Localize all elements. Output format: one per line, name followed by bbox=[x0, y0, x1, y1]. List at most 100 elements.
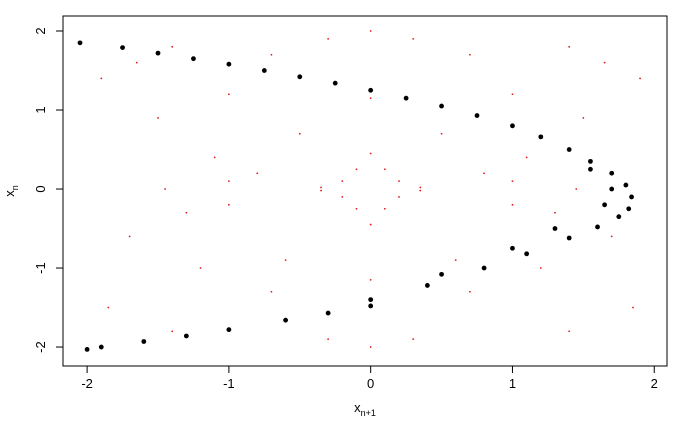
point bbox=[84, 347, 90, 352]
point bbox=[603, 61, 606, 64]
point bbox=[327, 338, 330, 341]
point bbox=[510, 123, 515, 129]
point bbox=[164, 188, 166, 190]
point bbox=[157, 117, 159, 119]
point bbox=[632, 306, 634, 309]
point bbox=[609, 170, 615, 176]
point bbox=[171, 45, 174, 48]
point bbox=[626, 206, 632, 212]
point bbox=[566, 147, 572, 152]
point bbox=[524, 251, 530, 257]
point bbox=[325, 310, 331, 316]
point bbox=[284, 259, 287, 262]
point bbox=[639, 77, 641, 80]
point bbox=[403, 95, 409, 101]
y-tick-label: 2 bbox=[33, 27, 48, 34]
x-tick-label: -2 bbox=[81, 376, 93, 391]
point bbox=[141, 339, 147, 344]
point bbox=[369, 346, 372, 348]
point bbox=[100, 77, 103, 80]
point bbox=[511, 93, 514, 96]
point bbox=[483, 172, 485, 175]
point bbox=[341, 196, 344, 198]
point bbox=[355, 168, 358, 171]
point bbox=[383, 168, 386, 171]
point bbox=[128, 235, 131, 238]
point bbox=[368, 297, 374, 303]
point bbox=[341, 180, 344, 183]
point bbox=[355, 207, 358, 210]
point bbox=[525, 156, 528, 159]
point bbox=[77, 40, 83, 46]
point bbox=[412, 38, 415, 40]
plot-frame bbox=[62, 15, 668, 367]
point bbox=[320, 186, 322, 189]
point bbox=[610, 235, 613, 238]
point bbox=[623, 182, 629, 188]
point bbox=[481, 265, 487, 271]
point bbox=[419, 189, 422, 192]
y-tick-label: -1 bbox=[33, 262, 48, 274]
point bbox=[419, 186, 422, 189]
x-label-main: x bbox=[354, 400, 361, 415]
point bbox=[588, 166, 593, 172]
point bbox=[261, 68, 267, 73]
point bbox=[575, 188, 578, 190]
point bbox=[616, 214, 622, 220]
point bbox=[383, 207, 386, 210]
point bbox=[226, 61, 232, 67]
point bbox=[566, 235, 572, 241]
point bbox=[369, 278, 372, 281]
point bbox=[327, 38, 330, 40]
point bbox=[368, 87, 374, 93]
y-label-main: x bbox=[2, 190, 17, 197]
x-tick-label: -1 bbox=[223, 376, 235, 391]
y-tick-label: -2 bbox=[33, 341, 48, 353]
point bbox=[568, 330, 571, 333]
point bbox=[439, 103, 444, 109]
point bbox=[539, 267, 542, 269]
x-tick-label: 2 bbox=[651, 376, 658, 391]
point bbox=[171, 330, 174, 333]
point bbox=[398, 180, 400, 183]
point bbox=[595, 224, 600, 230]
point bbox=[183, 333, 189, 339]
point bbox=[511, 203, 514, 206]
point bbox=[609, 186, 615, 192]
point bbox=[412, 338, 415, 341]
point bbox=[283, 317, 289, 323]
point bbox=[135, 61, 138, 64]
point bbox=[213, 156, 216, 159]
x-tick-label: 0 bbox=[367, 376, 374, 391]
y-label-sub: n bbox=[10, 185, 20, 190]
point bbox=[191, 56, 196, 62]
point bbox=[582, 117, 585, 119]
point bbox=[332, 80, 338, 86]
point bbox=[440, 132, 443, 135]
point bbox=[227, 93, 230, 96]
point bbox=[398, 196, 400, 198]
point bbox=[227, 180, 230, 183]
point bbox=[155, 50, 161, 56]
point bbox=[568, 45, 571, 48]
point bbox=[510, 245, 515, 251]
point bbox=[120, 45, 125, 51]
point bbox=[588, 158, 593, 164]
point bbox=[474, 113, 480, 118]
point bbox=[554, 211, 556, 214]
x-axis-label: xn+1 bbox=[354, 400, 376, 418]
point bbox=[199, 267, 202, 269]
x-label-sub: n+1 bbox=[361, 408, 376, 418]
point bbox=[552, 226, 558, 231]
point bbox=[538, 134, 544, 140]
point bbox=[469, 290, 471, 293]
point bbox=[368, 303, 374, 309]
point bbox=[98, 344, 104, 350]
point bbox=[107, 306, 110, 309]
point bbox=[369, 97, 372, 100]
point bbox=[511, 180, 514, 183]
point bbox=[369, 223, 372, 226]
point bbox=[227, 203, 230, 206]
point bbox=[602, 202, 608, 208]
point bbox=[256, 172, 259, 175]
